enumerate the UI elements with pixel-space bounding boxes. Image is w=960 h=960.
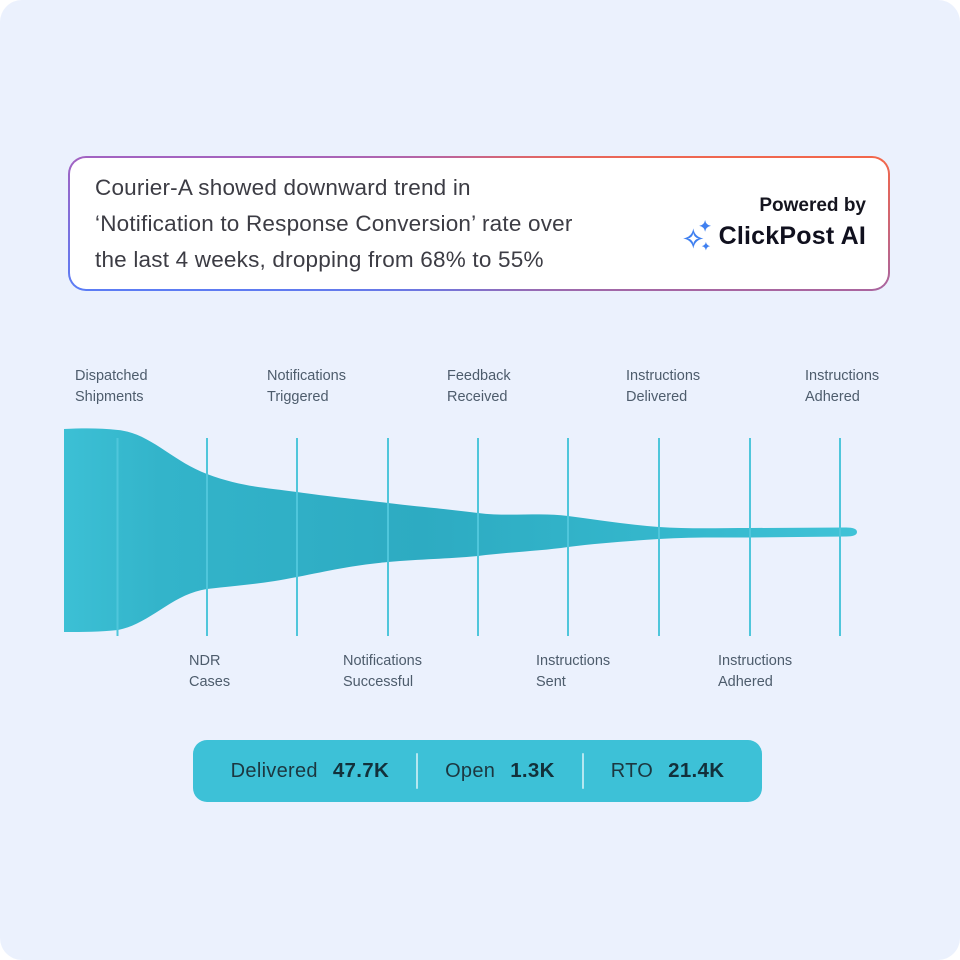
sparkle-ai-icon [682,220,711,251]
stats-divider [416,753,419,789]
insight-card: Courier-A showed downward trend in ‘Noti… [68,156,890,291]
stage-label-dispatched-shipments: Dispatched Shipments [75,368,148,405]
insight-text-line: the last 4 weeks, dropping from 68% to 5… [95,246,544,272]
stage-label-feedback-received: Feedback Received [447,368,511,405]
stage-label-notifications-successful: Notifications Successful [343,653,422,690]
stat-open: Open 1.3K [445,759,555,783]
stage-label-instructions-sent: Instructions Sent [536,653,611,690]
funnel-shape [64,428,857,632]
stat-delivered: Delivered 47.7K [231,759,389,783]
stage-label-instructions-adhered-top: Instructions Adhered [805,368,880,405]
insight-text-line: Courier-A showed downward trend in [95,174,471,200]
stat-label: RTO [610,760,654,782]
stat-label: Open [445,760,496,782]
stat-value: 1.3K [510,759,555,782]
insight-card-inner: Courier-A showed downward trend in ‘Noti… [70,158,888,289]
stat-value: 47.7K [332,759,390,782]
insight-text: Courier-A showed downward trend in ‘Noti… [95,170,573,278]
stat-rto: RTO 21.4K [611,759,725,783]
stage-label-notifications-triggered: Notifications Triggered [267,368,346,405]
stage-dividers [116,438,841,636]
brand-block: Powered by ClickPost AI [663,195,866,252]
brand-row: ClickPost AI [682,220,866,252]
stat-label: Delivered [230,760,318,782]
insight-text-line: ‘Notification to Response Conversion’ ra… [95,210,573,236]
stage-label-instructions-delivered: Instructions Delivered [626,368,701,405]
stat-value: 21.4K [668,759,725,782]
stage-label-ndr-cases: NDR Cases [189,653,231,690]
stage-label-instructions-adhered-bottom: Instructions Adhered [718,653,793,690]
stats-divider [581,753,584,789]
stats-bar: Delivered 47.7K Open 1.3K RTO 21.4K [193,740,762,802]
powered-by-label: Powered by [759,195,866,216]
brand-name: ClickPost AI [718,221,866,250]
